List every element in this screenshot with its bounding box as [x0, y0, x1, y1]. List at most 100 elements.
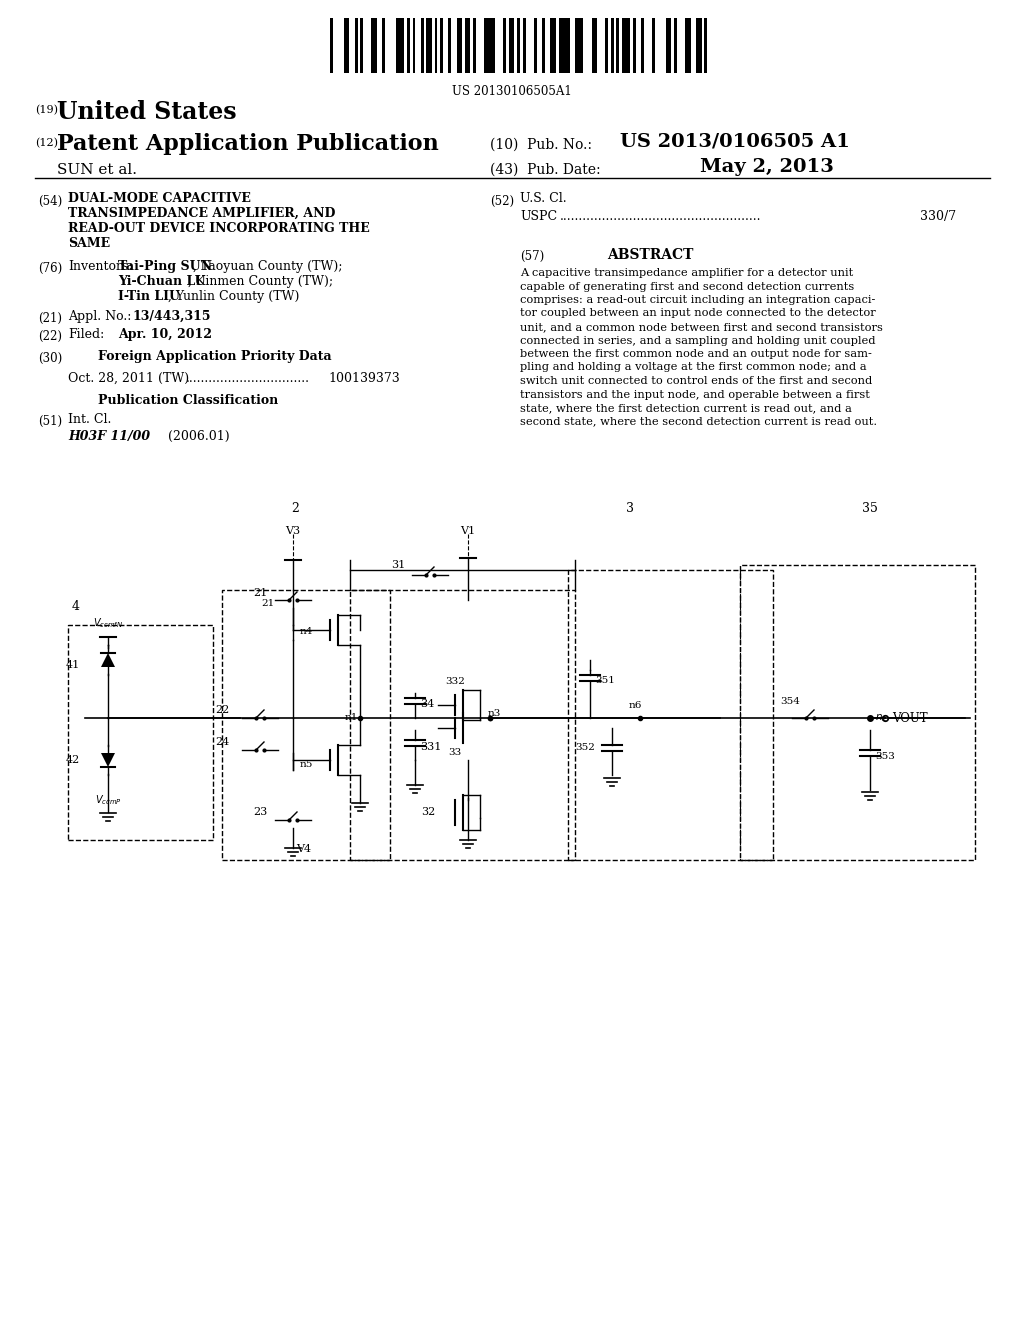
- Text: (22): (22): [38, 330, 62, 343]
- Text: 3: 3: [626, 502, 634, 515]
- Text: 35: 35: [862, 502, 878, 515]
- Text: Patent Application Publication: Patent Application Publication: [57, 133, 438, 154]
- Bar: [504, 18, 506, 73]
- Text: unit, and a common node between first and second transistors: unit, and a common node between first an…: [520, 322, 883, 333]
- Text: (10)  Pub. No.:: (10) Pub. No.:: [490, 139, 592, 152]
- Text: H03F 11/00: H03F 11/00: [68, 430, 151, 444]
- Text: n4: n4: [300, 627, 313, 636]
- Text: Filed:: Filed:: [68, 327, 104, 341]
- Text: Oct. 28, 2011: Oct. 28, 2011: [68, 372, 154, 385]
- Text: $V_{ccmfN}$: $V_{ccmfN}$: [93, 616, 123, 630]
- Text: Appl. No.:: Appl. No.:: [68, 310, 131, 323]
- Text: 24: 24: [216, 737, 230, 747]
- Text: 21: 21: [261, 599, 274, 609]
- Bar: [434, 18, 437, 73]
- Bar: [465, 18, 470, 73]
- Bar: [592, 18, 597, 73]
- Text: SAME: SAME: [68, 238, 111, 249]
- Text: (2006.01): (2006.01): [168, 430, 229, 444]
- Text: (52): (52): [490, 195, 514, 209]
- Text: May 2, 2013: May 2, 2013: [700, 158, 834, 176]
- Bar: [558, 18, 569, 73]
- Bar: [575, 18, 584, 73]
- Text: , Taoyuan County (TW);: , Taoyuan County (TW);: [193, 260, 342, 273]
- Text: US 20130106505A1: US 20130106505A1: [453, 84, 571, 98]
- Text: READ-OUT DEVICE INCORPORATING THE: READ-OUT DEVICE INCORPORATING THE: [68, 222, 370, 235]
- Text: VOUT: VOUT: [892, 711, 928, 725]
- Text: state, where the first detection current is read out, and a: state, where the first detection current…: [520, 403, 852, 413]
- Bar: [421, 18, 424, 73]
- Bar: [426, 18, 432, 73]
- Text: 332: 332: [445, 677, 465, 686]
- Text: (30): (30): [38, 352, 62, 366]
- Bar: [705, 18, 708, 73]
- Polygon shape: [101, 653, 115, 667]
- Bar: [344, 18, 349, 73]
- Bar: [330, 18, 333, 73]
- Text: 352: 352: [575, 743, 595, 752]
- Text: SUN et al.: SUN et al.: [57, 162, 137, 177]
- Text: (43)  Pub. Date:: (43) Pub. Date:: [490, 162, 601, 177]
- Bar: [382, 18, 385, 73]
- Bar: [685, 18, 691, 73]
- Text: ....................................................: ........................................…: [560, 210, 762, 223]
- Text: ABSTRACT: ABSTRACT: [607, 248, 693, 261]
- Bar: [484, 18, 496, 73]
- Text: transistors and the input node, and operable between a first: transistors and the input node, and oper…: [520, 389, 869, 400]
- Text: comprises: a read-out circuit including an integration capaci-: comprises: a read-out circuit including …: [520, 294, 876, 305]
- Bar: [611, 18, 613, 73]
- Text: second state, where the second detection current is read out.: second state, where the second detection…: [520, 417, 878, 426]
- Text: Int. Cl.: Int. Cl.: [68, 413, 112, 426]
- Text: (21): (21): [38, 312, 62, 325]
- Text: (76): (76): [38, 261, 62, 275]
- Text: V4: V4: [296, 843, 311, 854]
- Text: 353: 353: [874, 752, 895, 762]
- Text: A capacitive transimpedance amplifier for a detector unit: A capacitive transimpedance amplifier fo…: [520, 268, 853, 279]
- Bar: [440, 18, 443, 73]
- Text: United States: United States: [57, 100, 237, 124]
- Bar: [641, 18, 644, 73]
- Bar: [616, 18, 620, 73]
- Bar: [408, 18, 410, 73]
- Text: Yi-Chuan LU: Yi-Chuan LU: [118, 275, 206, 288]
- Text: n6: n6: [629, 701, 642, 710]
- Bar: [449, 18, 452, 73]
- Bar: [696, 18, 701, 73]
- Bar: [360, 18, 364, 73]
- Bar: [666, 18, 672, 73]
- Text: 2: 2: [291, 502, 299, 515]
- Text: 31: 31: [391, 560, 406, 570]
- Text: n3: n3: [488, 710, 502, 718]
- Text: Publication Classification: Publication Classification: [98, 393, 279, 407]
- Text: , Yunlin County (TW): , Yunlin County (TW): [168, 290, 299, 304]
- Text: 4: 4: [72, 601, 80, 612]
- Text: (19): (19): [35, 106, 58, 115]
- Text: pling and holding a voltage at the first common node; and a: pling and holding a voltage at the first…: [520, 363, 866, 372]
- Bar: [354, 18, 357, 73]
- Text: capable of generating first and second detection currents: capable of generating first and second d…: [520, 281, 854, 292]
- Bar: [523, 18, 525, 73]
- Bar: [534, 18, 537, 73]
- Text: 331: 331: [420, 742, 441, 752]
- Text: Inventors:: Inventors:: [68, 260, 132, 273]
- Bar: [542, 18, 545, 73]
- Text: U.S. Cl.: U.S. Cl.: [520, 191, 566, 205]
- Text: tor coupled between an input node connected to the detector: tor coupled between an input node connec…: [520, 309, 876, 318]
- Bar: [622, 18, 630, 73]
- Text: Foreign Application Priority Data: Foreign Application Priority Data: [98, 350, 332, 363]
- Text: $V_{ccmP}$: $V_{ccmP}$: [94, 793, 122, 807]
- Text: 41: 41: [66, 660, 80, 671]
- Text: $n_2$: $n_2$: [874, 711, 888, 723]
- Text: n1: n1: [345, 714, 358, 722]
- Bar: [457, 18, 462, 73]
- Polygon shape: [101, 752, 115, 767]
- Text: Apr. 10, 2012: Apr. 10, 2012: [118, 327, 212, 341]
- Text: V1: V1: [461, 525, 475, 536]
- Text: USPC: USPC: [520, 210, 557, 223]
- Text: US 2013/0106505 A1: US 2013/0106505 A1: [620, 133, 850, 150]
- Bar: [674, 18, 677, 73]
- Bar: [509, 18, 514, 73]
- Bar: [550, 18, 556, 73]
- Bar: [517, 18, 520, 73]
- Text: ................................: ................................: [186, 372, 310, 385]
